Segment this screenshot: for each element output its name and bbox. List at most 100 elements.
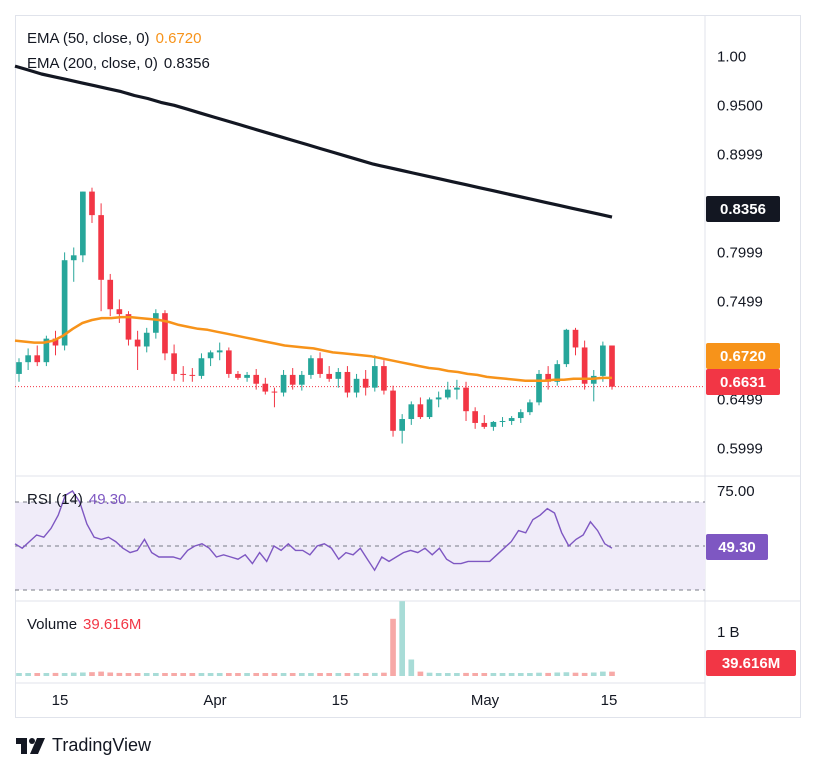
candle-body[interactable]	[216, 350, 223, 353]
volume-bar[interactable]	[89, 672, 95, 676]
volume-bar[interactable]	[244, 673, 250, 676]
candle-body[interactable]	[180, 373, 187, 375]
volume-bar[interactable]	[98, 671, 104, 676]
candle-body[interactable]	[289, 374, 296, 385]
candle-body[interactable]	[98, 215, 104, 280]
candle-body[interactable]	[143, 332, 150, 347]
candle-body[interactable]	[444, 389, 451, 398]
candle-body[interactable]	[481, 422, 488, 427]
candle-body[interactable]	[253, 374, 260, 384]
candle-body[interactable]	[207, 352, 214, 359]
volume-bar[interactable]	[381, 672, 387, 676]
volume-bar[interactable]	[162, 673, 168, 676]
candle-body[interactable]	[472, 411, 478, 423]
volume-bar[interactable]	[153, 673, 159, 676]
candle-body[interactable]	[600, 345, 606, 376]
volume-bar[interactable]	[362, 673, 369, 676]
candle-body[interactable]	[390, 390, 396, 431]
volume-pane[interactable]	[16, 601, 615, 676]
volume-bar[interactable]	[399, 601, 405, 676]
candle-body[interactable]	[554, 364, 561, 382]
candle-body[interactable]	[609, 345, 615, 387]
candle-body[interactable]	[344, 371, 351, 393]
volume-bar[interactable]	[171, 673, 177, 676]
ema200-line[interactable]	[14, 64, 613, 219]
candle-body[interactable]	[226, 350, 232, 374]
volume-bar[interactable]	[326, 673, 333, 676]
candle-body[interactable]	[262, 383, 269, 392]
candle-body[interactable]	[171, 353, 177, 374]
volume-bar[interactable]	[61, 673, 68, 676]
volume-bar[interactable]	[262, 673, 269, 676]
volume-bar[interactable]	[517, 673, 524, 676]
volume-bar[interactable]	[527, 673, 533, 676]
volume-bar[interactable]	[545, 672, 551, 676]
volume-bar[interactable]	[590, 672, 597, 676]
candle-body[interactable]	[244, 374, 250, 378]
volume-bar[interactable]	[16, 673, 22, 676]
rsi-line[interactable]	[14, 490, 613, 572]
tradingview-brand[interactable]: TradingView	[16, 735, 151, 756]
volume-bar[interactable]	[207, 673, 214, 676]
candle-body[interactable]	[371, 366, 378, 388]
volume-bar[interactable]	[508, 673, 515, 676]
volume-bar[interactable]	[481, 673, 488, 676]
candle-body[interactable]	[508, 418, 515, 421]
candle-body[interactable]	[426, 399, 433, 418]
volume-bar[interactable]	[289, 673, 296, 676]
volume-bar[interactable]	[134, 673, 141, 676]
volume-bar[interactable]	[107, 672, 114, 676]
candle-body[interactable]	[563, 329, 570, 365]
candle-body[interactable]	[80, 191, 86, 256]
candle-body[interactable]	[490, 421, 497, 427]
candle-body[interactable]	[43, 338, 50, 363]
candle-body[interactable]	[107, 279, 114, 310]
candle-body[interactable]	[34, 355, 41, 363]
volume-bar[interactable]	[490, 673, 497, 676]
volume-bar[interactable]	[235, 673, 241, 676]
candle-body[interactable]	[198, 358, 205, 376]
volume-bar[interactable]	[216, 673, 223, 676]
volume-bar[interactable]	[353, 673, 360, 676]
rsi-legend[interactable]: RSI (14) 49.30	[27, 491, 126, 508]
candle-body[interactable]	[353, 378, 360, 393]
rsi-pane[interactable]	[14, 490, 705, 591]
ema50-line[interactable]	[14, 315, 612, 383]
volume-bar[interactable]	[536, 672, 542, 676]
candle-body[interactable]	[545, 373, 551, 382]
volume-bar[interactable]	[226, 673, 232, 676]
candle-body[interactable]	[189, 374, 196, 376]
volume-bar[interactable]	[116, 672, 123, 676]
candle-body[interactable]	[408, 404, 415, 420]
volume-bar[interactable]	[390, 618, 396, 676]
candle-body[interactable]	[235, 373, 241, 378]
volume-bar[interactable]	[180, 673, 187, 676]
volume-bar[interactable]	[189, 673, 196, 676]
volume-bar[interactable]	[454, 673, 460, 676]
volume-bar[interactable]	[43, 673, 50, 676]
candle-body[interactable]	[70, 255, 77, 261]
volume-bar[interactable]	[408, 659, 415, 677]
candle-body[interactable]	[153, 313, 159, 333]
volume-bar[interactable]	[563, 672, 570, 676]
volume-bar[interactable]	[52, 672, 59, 676]
candle-body[interactable]	[362, 378, 369, 388]
candle-body[interactable]	[454, 387, 460, 390]
volume-bar[interactable]	[34, 673, 41, 676]
candle-body[interactable]	[280, 374, 287, 393]
candle-body[interactable]	[116, 309, 123, 315]
volume-bar[interactable]	[308, 673, 314, 676]
candle-body[interactable]	[517, 412, 524, 419]
candle-body[interactable]	[125, 314, 132, 340]
volume-bar[interactable]	[317, 673, 323, 676]
candle-body[interactable]	[326, 373, 333, 379]
volume-bar[interactable]	[600, 671, 606, 676]
volume-bar[interactable]	[426, 672, 433, 676]
volume-bar[interactable]	[417, 671, 424, 676]
volume-bar[interactable]	[271, 673, 278, 676]
volume-bar[interactable]	[609, 671, 615, 676]
volume-bar[interactable]	[25, 673, 31, 676]
volume-bar[interactable]	[463, 672, 469, 676]
candle-body[interactable]	[572, 329, 579, 348]
